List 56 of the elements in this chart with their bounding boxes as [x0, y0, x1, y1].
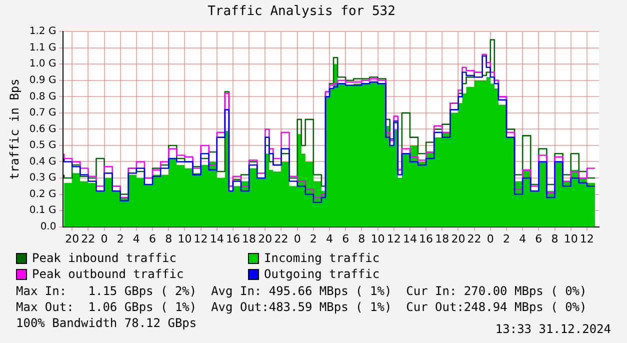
x-tick-label: 22: [274, 232, 288, 246]
y-tick-label: 1.1 G: [29, 42, 56, 54]
x-tick-label: 12: [194, 232, 208, 246]
y-tick-label: 0.4 G: [29, 156, 56, 168]
y-tick-label: 0.6 G: [29, 124, 56, 135]
x-tick-label: 16: [419, 232, 434, 246]
y-tick-label: 1.0 G: [29, 58, 56, 70]
x-tick-label: 20: [65, 232, 80, 246]
y-tick-label: 0.7 G: [29, 108, 56, 119]
x-tick-label: 12: [386, 232, 401, 246]
x-tick-label: 18: [242, 232, 256, 246]
y-axis-title: traffic in Bps: [7, 78, 22, 180]
x-tick-label: 4: [326, 232, 334, 246]
x-tick-label: 14: [402, 232, 417, 246]
legend-label: Outgoing traffic: [263, 267, 381, 281]
x-tick-label: 12: [580, 232, 594, 246]
x-tick-label: 8: [165, 232, 172, 246]
text: 13:33 31.12.2024: [495, 322, 611, 336]
legend-label: Peak outbound traffic: [31, 267, 185, 281]
y-tick-label: 0.8 G: [29, 91, 56, 102]
text: Max In: 1.15 GBps ( 2%) Avg In: 495.66 MBps ( 1%) Cur In: 270.00 MBps ( 0%): [16, 283, 587, 299]
x-tick-label: 22: [467, 232, 482, 246]
x-tick-label: 14: [210, 232, 224, 246]
x-tick-label: 10: [564, 232, 578, 246]
x-tick-label: 4: [132, 232, 140, 246]
x-tick-label: 2: [310, 232, 317, 246]
x-tick-label: 16: [226, 232, 240, 246]
x-tick-label: 2: [116, 232, 124, 246]
x-tick-label: 0: [294, 232, 301, 246]
text: 100% Bandwidth 78.12 GBps: [16, 316, 197, 330]
x-tick-label: 10: [178, 232, 192, 246]
x-tick-label: 8: [551, 232, 558, 246]
chart-title: Traffic Analysis for 532: [208, 4, 396, 20]
x-tick-label: 4: [519, 232, 526, 246]
x-tick-label: 20: [451, 232, 466, 246]
x-tick-label: 6: [149, 232, 156, 246]
y-tick-label: 1.2 G: [29, 26, 56, 38]
x-tick-label: 10: [370, 232, 385, 246]
text: Max Out: 1.06 GBps ( 1%) Avg Out:483.59 MBps ( 1%) Cur Out:248.94 MBps ( 0%): [16, 299, 587, 315]
legend-label: Incoming traffic: [263, 251, 381, 265]
x-tick-label: 0: [100, 232, 108, 246]
y-tick-label: 0.1 G: [29, 205, 56, 216]
x-tick-label: 8: [358, 232, 366, 246]
x-tick-label: 6: [535, 232, 542, 246]
x-tick-label: 18: [435, 232, 450, 246]
x-tick-label: 6: [342, 232, 350, 246]
y-tick-label: 0.9 G: [29, 74, 56, 86]
x-tick-label: 2: [502, 232, 510, 246]
y-tick-label: 0.3 G: [29, 172, 56, 184]
x-tick-label: 0: [486, 232, 494, 246]
legend-label: Peak inbound traffic: [31, 251, 178, 265]
y-tick-label: 0.5 G: [29, 140, 56, 152]
x-tick-label: 20: [258, 232, 272, 246]
y-tick-label: 0.0: [40, 221, 56, 232]
x-tick-label: 22: [81, 232, 96, 246]
y-tick-label: 0.2 G: [29, 188, 56, 200]
